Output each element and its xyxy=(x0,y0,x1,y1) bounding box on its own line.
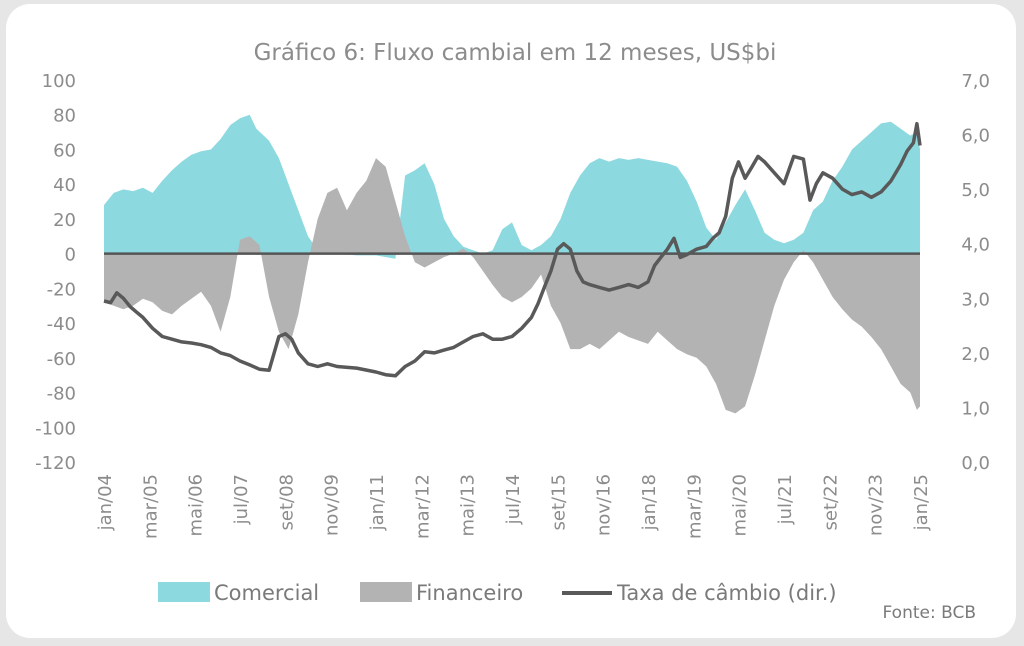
x-tick-label: nov/23 xyxy=(866,474,887,536)
source-note: Fonte: BCB xyxy=(883,603,977,623)
left-tick-label: 80 xyxy=(53,106,76,127)
area-comercial xyxy=(104,114,920,259)
area-financeiro xyxy=(104,158,920,414)
right-tick-label: 5,0 xyxy=(961,180,990,201)
legend: Comercial Financeiro Taxa de câmbio (dir… xyxy=(158,581,837,605)
x-tick-label: set/15 xyxy=(549,474,570,530)
line-taxa-de-cambio xyxy=(103,121,922,378)
right-tick-label: 3,0 xyxy=(961,289,990,310)
right-tick-label: 6,0 xyxy=(961,126,990,147)
left-tick-label: -80 xyxy=(47,384,76,405)
right-tick-label: 0,0 xyxy=(961,453,990,474)
left-tick-label: 40 xyxy=(53,175,76,196)
left-tick-label: -120 xyxy=(35,453,76,474)
right-tick-label: 1,0 xyxy=(961,398,990,419)
x-tick-label: jan/18 xyxy=(639,474,660,531)
x-tick-label: set/08 xyxy=(277,474,298,530)
legend-label-comercial: Comercial xyxy=(214,581,319,605)
x-tick-label: jan/04 xyxy=(95,474,116,531)
left-tick-label: -100 xyxy=(35,418,76,439)
left-tick-label: 60 xyxy=(53,140,76,161)
x-tick-label: jul/21 xyxy=(775,474,796,525)
chart-card xyxy=(6,4,1016,638)
legend-swatch-comercial xyxy=(158,582,210,602)
left-axis-ticks: 100 80 60 40 20 0 -20 -40 -60 -80 -100 -120 xyxy=(35,71,76,474)
x-tick-label: mai/13 xyxy=(458,474,479,537)
legend-label-taxa: Taxa de câmbio (dir.) xyxy=(616,581,837,605)
left-tick-label: 0 xyxy=(65,245,76,266)
x-tick-label: jul/07 xyxy=(231,474,252,525)
legend-label-financeiro: Financeiro xyxy=(416,581,523,605)
x-tick-label: jan/25 xyxy=(911,474,932,531)
x-tick-label: jan/11 xyxy=(367,474,388,531)
x-tick-label: mar/12 xyxy=(413,474,434,539)
left-tick-label: -60 xyxy=(47,349,76,370)
x-tick-label: set/22 xyxy=(821,474,842,530)
right-tick-label: 4,0 xyxy=(961,235,990,256)
left-tick-label: -20 xyxy=(47,279,76,300)
x-tick-label: nov/09 xyxy=(322,474,343,536)
right-tick-label: 7,0 xyxy=(961,71,990,92)
x-tick-label: mar/19 xyxy=(685,474,706,539)
x-tick-label: mai/20 xyxy=(730,474,751,537)
x-axis-ticks: jan/04 mar/05 mai/06 jul/07 set/08 nov/09 jan/… xyxy=(95,474,932,539)
left-tick-label: 100 xyxy=(42,71,76,92)
x-tick-label: mar/05 xyxy=(141,474,162,539)
plot-areas xyxy=(104,114,920,414)
plot-lines xyxy=(103,121,922,378)
left-tick-label: 20 xyxy=(53,210,76,231)
x-tick-label: nov/16 xyxy=(594,474,615,536)
legend-swatch-financeiro xyxy=(360,582,412,602)
chart-title: Gráfico 6: Fluxo cambial em 12 meses, US… xyxy=(254,40,777,66)
left-tick-label: -40 xyxy=(47,314,76,335)
x-tick-label: jul/14 xyxy=(503,474,524,525)
x-tick-label: mai/06 xyxy=(186,474,207,537)
right-axis-ticks: 7,0 6,0 5,0 4,0 3,0 2,0 1,0 0,0 xyxy=(961,71,990,474)
right-tick-label: 2,0 xyxy=(961,344,990,365)
